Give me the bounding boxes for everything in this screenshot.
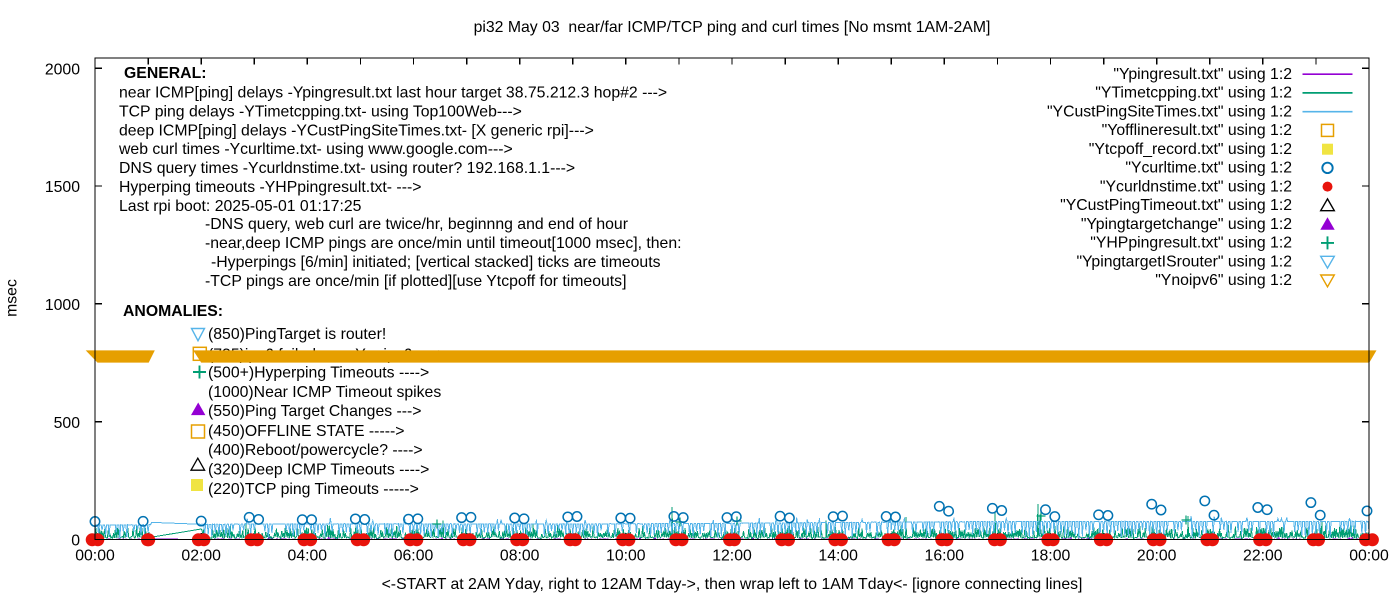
svg-text:10:00: 10:00 [606,548,646,565]
svg-text:04:00: 04:00 [288,548,328,565]
svg-text:near ICMP[ping] delays -Ypingr: near ICMP[ping] delays -Ypingresult.txt … [119,85,667,102]
svg-text:"YCustPingSiteTimes.txt" using: "YCustPingSiteTimes.txt" using 1:2 [1047,103,1292,120]
svg-text:(850)PingTarget is router!: (850)PingTarget is router! [208,326,386,343]
svg-text:2000: 2000 [45,61,80,78]
svg-text:Hyperping timeouts -YHPpingres: Hyperping timeouts -YHPpingresult.txt- -… [119,179,421,196]
svg-text:TCP ping delays -YTimetcpping.: TCP ping delays -YTimetcpping.txt- using… [119,103,522,120]
svg-text:(500+)Hyperping Timeouts ---->: (500+)Hyperping Timeouts ----> [208,365,429,382]
svg-text:DNS query times -Ycurldnstime.: DNS query times -Ycurldnstime.txt- using… [119,160,575,177]
svg-text:0: 0 [71,533,80,550]
svg-text:18:00: 18:00 [1031,548,1071,565]
svg-text:"Yofflineresult.txt" using 1:2: "Yofflineresult.txt" using 1:2 [1102,122,1292,139]
svg-text:web curl times -Ycurltime.txt-: web curl times -Ycurltime.txt- using www… [118,141,513,158]
svg-text:(450)OFFLINE STATE ----->: (450)OFFLINE STATE -----> [208,423,404,440]
svg-text:1500: 1500 [45,179,80,196]
svg-text:deep ICMP[ping] delays -YCustP: deep ICMP[ping] delays -YCustPingSiteTim… [119,122,594,139]
svg-text:"Ycurldnstime.txt" using 1:2: "Ycurldnstime.txt" using 1:2 [1100,178,1292,195]
svg-text:"YTimetcpping.txt" using 1:2: "YTimetcpping.txt" using 1:2 [1095,85,1292,102]
svg-text:(550)Ping Target Changes --->: (550)Ping Target Changes ---> [208,403,422,420]
svg-text:-near,deep ICMP pings are once: -near,deep ICMP pings are once/min until… [205,235,682,252]
svg-text:"YCustPingTimeout.txt" using 1: "YCustPingTimeout.txt" using 1:2 [1060,197,1292,214]
svg-text:(220)TCP ping Timeouts ----->: (220)TCP ping Timeouts -----> [208,481,419,498]
svg-text:"YHPpingresult.txt" using 1:2: "YHPpingresult.txt" using 1:2 [1090,235,1292,252]
svg-text:08:00: 08:00 [500,548,540,565]
svg-text:"Ypingresult.txt" using 1:2: "Ypingresult.txt" using 1:2 [1113,66,1292,83]
svg-text:-Hyperpings [6/min] initiated;: -Hyperpings [6/min] initiated; [vertical… [211,254,661,271]
svg-text:"Ytcpoff_record.txt" using 1:2: "Ytcpoff_record.txt" using 1:2 [1089,141,1292,158]
svg-text:GENERAL:: GENERAL: [124,65,207,82]
svg-text:-TCP pings are once/min [if pl: -TCP pings are once/min [if plotted][use… [205,273,626,290]
svg-text:20:00: 20:00 [1137,548,1177,565]
svg-text:-DNS query, web curl are twice: -DNS query, web curl are twice/hr, begin… [205,216,628,233]
svg-text:(1000)Near ICMP Timeout spikes: (1000)Near ICMP Timeout spikes [208,384,441,401]
svg-text:"Ypingtargetchange" using 1:2: "Ypingtargetchange" using 1:2 [1081,216,1292,233]
svg-text:Last rpi boot: 2025-05-01 01:1: Last rpi boot: 2025-05-01 01:17:25 [119,198,362,215]
svg-text:(400)Reboot/powercycle? ---->: (400)Reboot/powercycle? ----> [208,442,423,459]
svg-text:500: 500 [54,415,81,432]
svg-text:16:00: 16:00 [925,548,965,565]
svg-text:14:00: 14:00 [818,548,858,565]
svg-text:02:00: 02:00 [181,548,221,565]
svg-text:"Ycurltime.txt" using 1:2: "Ycurltime.txt" using 1:2 [1125,160,1292,177]
svg-text:00:00: 00:00 [75,548,115,565]
svg-text:ANOMALIES:: ANOMALIES: [123,303,223,320]
svg-text:pi32 May 03 near/far ICMP/TCP: pi32 May 03 near/far ICMP/TCP ping and c… [474,19,991,36]
svg-text:(320)Deep ICMP Timeouts ---->: (320)Deep ICMP Timeouts ----> [208,462,429,479]
svg-text:00:00: 00:00 [1349,548,1389,565]
svg-text:12:00: 12:00 [712,548,752,565]
svg-text:<-START at 2AM Yday, right to: <-START at 2AM Yday, right to 12AM Tday-… [382,576,1083,593]
svg-text:msec: msec [4,279,21,317]
svg-text:06:00: 06:00 [394,548,434,565]
svg-text:1000: 1000 [45,297,80,314]
svg-text:"YpingtargetISrouter" using 1:: "YpingtargetISrouter" using 1:2 [1076,253,1292,270]
svg-text:"Ynoipv6" using 1:2: "Ynoipv6" using 1:2 [1155,272,1292,289]
svg-text:22:00: 22:00 [1243,548,1283,565]
